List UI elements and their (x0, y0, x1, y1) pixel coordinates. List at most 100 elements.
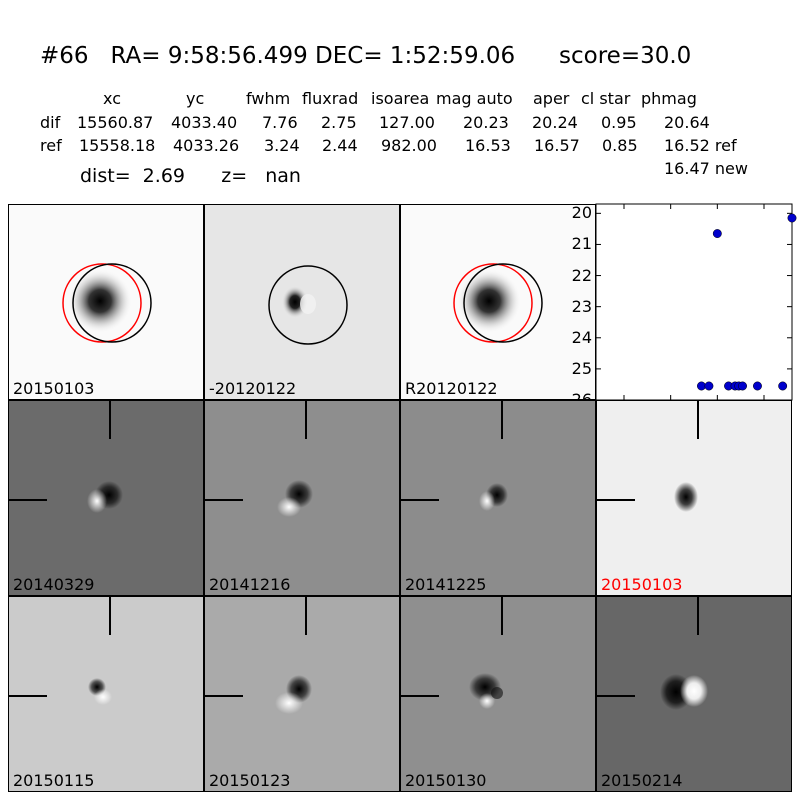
crosshair-horizontal (205, 695, 243, 697)
aperture-circle-black (463, 263, 543, 343)
new-phmag: 16.47 new (664, 159, 748, 178)
reference-circle-red (453, 263, 533, 343)
stamp-epoch: 20150115 (8, 596, 204, 792)
y-tick-label: 24 (571, 327, 592, 347)
ref-cl-star: 0.85 (602, 136, 638, 155)
plot-frame (595, 203, 793, 401)
crosshair-horizontal (401, 499, 439, 501)
ref-row-label: ref (40, 136, 62, 155)
aperture-circle-black (72, 263, 152, 343)
stamp-epoch: 20140329 (8, 400, 204, 596)
stamp-epoch: 20150123 (204, 596, 400, 792)
col-header-aper: aper (533, 89, 570, 108)
dark-residual (491, 687, 503, 699)
stamp-new-image: 20150103 (8, 204, 204, 400)
star-blob (457, 269, 521, 333)
col-header-yc: yc (186, 89, 205, 108)
residual-graphic (88, 678, 112, 705)
panel-date-label: 20150123 (209, 771, 291, 790)
aperture-circle-black (268, 265, 348, 345)
residual-graphic (674, 482, 698, 512)
col-header-xc: xc (103, 89, 121, 108)
bright-residual (87, 489, 107, 513)
ref-yc: 4033.26 (173, 136, 240, 155)
dif-aper: 20.24 (532, 113, 578, 132)
ref-fluxrad: 2.44 (322, 136, 358, 155)
ref-xc: 15558.18 (79, 136, 156, 155)
ref-aper: 16.57 (534, 136, 580, 155)
dif-yc: 4033.40 (171, 113, 238, 132)
y-tick-label: 22 (571, 265, 592, 285)
dif-fwhm: 7.76 (262, 113, 298, 132)
bright-residual (479, 491, 495, 511)
bright-residual (94, 689, 112, 705)
y-tick-label: 25 (571, 358, 592, 378)
bright-residual (680, 675, 708, 707)
stamp-difference-image: -20120122 (204, 204, 400, 400)
stats-table: xc yc fwhm fluxrad isoarea mag auto aper… (0, 0, 800, 200)
stamp-epoch-current: 20150103 (596, 400, 792, 596)
reference-circle-red (62, 263, 142, 343)
residual-graphic (479, 483, 508, 511)
crosshair-horizontal (597, 695, 635, 697)
crosshair-horizontal (9, 695, 47, 697)
dif-isoarea: 127.00 (379, 113, 435, 132)
residual-blob (300, 294, 316, 314)
stamp-epoch: 20150214 (596, 596, 792, 792)
data-point (753, 381, 762, 391)
residual-graphic (275, 675, 312, 714)
star-stamp-graphic (62, 263, 152, 343)
col-header-cl-star: cl star (581, 89, 631, 108)
ref-mag-auto: 16.53 (465, 136, 511, 155)
crosshair-vertical (109, 401, 111, 439)
panel-date-label: 20141216 (209, 575, 291, 594)
crosshair-vertical (697, 597, 699, 635)
dif-xc: 15560.87 (77, 113, 154, 132)
crosshair-horizontal (205, 499, 243, 501)
residual-graphic (469, 673, 503, 709)
y-tick-label: 23 (571, 296, 592, 316)
bright-residual (479, 693, 495, 709)
page-title: #66 RA= 9:58:56.499 DEC= 1:52:59.06 scor… (40, 43, 692, 69)
panel-date-label: 20150214 (601, 771, 683, 790)
lightcurve-svg (595, 203, 797, 401)
col-header-fwhm: fwhm (246, 89, 291, 108)
crosshair-vertical (501, 597, 503, 635)
panel-date-label: 20150130 (405, 771, 487, 790)
data-point (712, 229, 722, 239)
ref-phmag: 16.52 ref (664, 136, 737, 155)
ref-isoarea: 982.00 (381, 136, 437, 155)
col-header-fluxrad: fluxrad (302, 89, 359, 108)
dif-row-label: dif (40, 113, 61, 132)
crosshair-horizontal (401, 695, 439, 697)
lightcurve-plot: 20212223242526−100−50050 (572, 203, 797, 419)
crosshair-horizontal (597, 499, 635, 501)
stamp-epoch: 20150130 (400, 596, 596, 792)
stamp-reference-image: R20120122 (400, 204, 596, 400)
bright-residual (277, 497, 301, 517)
panel-date-label: 20150115 (13, 771, 95, 790)
data-point (697, 381, 706, 391)
ref-fwhm: 3.24 (264, 136, 300, 155)
star-blob (282, 286, 308, 318)
residual-graphic (660, 674, 708, 710)
residual-graphic (277, 480, 313, 517)
panel-date-label: R20120122 (405, 379, 498, 398)
crosshair-vertical (305, 597, 307, 635)
data-point (738, 381, 747, 391)
dif-cl-star: 0.95 (601, 113, 637, 132)
crosshair-horizontal (9, 499, 47, 501)
data-point (787, 213, 797, 223)
data-point (704, 381, 714, 391)
y-tick-label: 21 (571, 234, 592, 254)
bright-residual (275, 692, 303, 714)
star-stamp-graphic (453, 263, 543, 343)
crosshair-vertical (305, 401, 307, 439)
dif-phmag: 20.64 (664, 113, 710, 132)
col-header-mag-auto: mag auto (436, 89, 513, 108)
panel-date-label: 20140329 (13, 575, 95, 594)
residual-graphic (87, 481, 123, 513)
crosshair-vertical (109, 597, 111, 635)
dark-residual (674, 482, 698, 512)
dif-fluxrad: 2.75 (321, 113, 357, 132)
